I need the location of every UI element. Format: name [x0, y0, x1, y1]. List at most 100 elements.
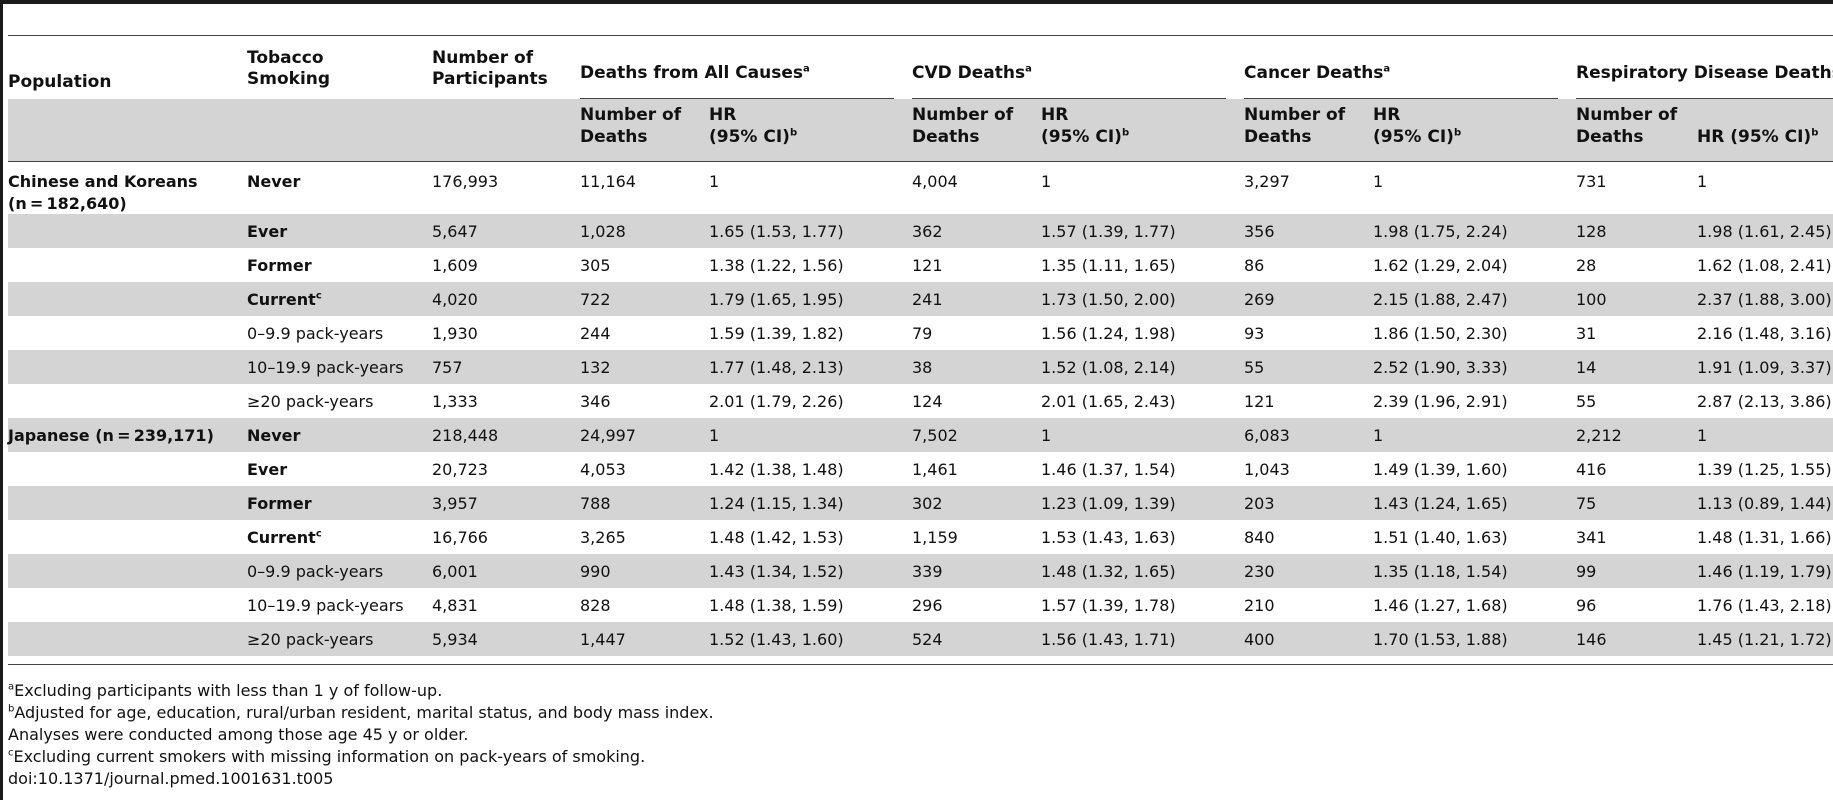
row-participants-text: 176,993: [432, 172, 499, 191]
row-resp-hr: 1: [1697, 170, 1707, 193]
row-resp-hr-text: 2.16 (1.48, 3.16): [1697, 324, 1832, 343]
group-underline: [1576, 98, 1833, 99]
row-cvd-hr-text: 1.35 (1.11, 1.65): [1041, 256, 1176, 275]
row-resp-hr-text: 1.76 (1.43, 2.18): [1697, 596, 1832, 615]
row-all-hr: 1.52 (1.43, 1.60): [709, 628, 844, 651]
row-all-hr-text: 1.65 (1.53, 1.77): [709, 222, 844, 241]
row-resp-deaths-text: 28: [1576, 256, 1597, 275]
row-cvd-hr: 1.46 (1.37, 1.54): [1041, 458, 1176, 481]
top-border: [0, 0, 1833, 4]
row-cancer-deaths: 230: [1244, 560, 1275, 583]
row-cancer-deaths: 1,043: [1244, 458, 1290, 481]
col-smoking-line2: Smoking: [247, 68, 330, 91]
row-cvd-hr-text: 1.56 (1.43, 1.71): [1041, 630, 1176, 649]
row-all-hr: 1.48 (1.38, 1.59): [709, 594, 844, 617]
row-resp-deaths-text: 416: [1576, 460, 1607, 479]
subcol-deaths-line2-text: Deaths: [912, 127, 980, 147]
row-cancer-deaths: 400: [1244, 628, 1275, 651]
row-all-hr: 1.42 (1.38, 1.48): [709, 458, 844, 481]
row-cvd-deaths: 79: [912, 322, 932, 345]
row-smoking-status-text: 10–19.9 pack-years: [247, 358, 404, 377]
row-cvd-deaths-text: 362: [912, 222, 943, 241]
footnote: cExcluding current smokers with missing …: [8, 746, 645, 768]
row-cvd-deaths-text: 524: [912, 630, 943, 649]
row-band: [8, 418, 1833, 452]
footnote-marker: c: [8, 747, 14, 759]
row-all-hr-text: 1.48 (1.38, 1.59): [709, 596, 844, 615]
row-resp-hr: 1.13 (0.89, 1.44): [1697, 492, 1832, 515]
row-resp-deaths: 731: [1576, 170, 1607, 193]
row-cvd-hr: 1.57 (1.39, 1.77): [1041, 220, 1176, 243]
row-all-hr-text: 1.43 (1.34, 1.52): [709, 562, 844, 581]
row-resp-hr-text: 1.39 (1.25, 1.55): [1697, 460, 1832, 479]
col-group-header-text: CVD Deaths: [912, 63, 1026, 83]
left-border: [0, 0, 3, 800]
row-smoking-status-text: 0–9.9 pack-years: [247, 324, 384, 343]
row-cancer-deaths-text: 230: [1244, 562, 1275, 581]
row-resp-deaths-text: 31: [1576, 324, 1597, 343]
col-population: Population: [8, 71, 111, 94]
row-cvd-deaths-text: 296: [912, 596, 943, 615]
row-resp-deaths-text: 2,212: [1576, 426, 1622, 445]
row-resp-deaths-text: 75: [1576, 494, 1597, 513]
row-all-hr: 1: [709, 170, 719, 193]
subcol-deaths-line2: Deaths: [1576, 126, 1643, 149]
col-group-header-text: Respiratory Disease Deaths: [1576, 63, 1833, 83]
row-participants-text: 4,020: [432, 290, 478, 309]
row-cvd-deaths: 241: [912, 288, 943, 311]
group-underline: [580, 98, 894, 99]
row-cvd-hr: 1: [1041, 424, 1051, 447]
subcol-hr-line2: (95% CI)b: [1041, 126, 1129, 149]
row-cancer-deaths: 210: [1244, 594, 1275, 617]
row-resp-deaths-text: 146: [1576, 630, 1607, 649]
row-all-deaths-text: 3,265: [580, 528, 626, 547]
row-all-deaths-text: 990: [580, 562, 611, 581]
subcol-hr-line1-text: HR: [1373, 105, 1401, 125]
row-cancer-hr: 2.39 (1.96, 2.91): [1373, 390, 1508, 413]
row-cvd-hr: 1.52 (1.08, 2.14): [1041, 356, 1176, 379]
row-participants-text: 757: [432, 358, 463, 377]
row-cancer-hr: 1: [1373, 424, 1383, 447]
col-group-header-sup: a: [803, 63, 810, 75]
row-cancer-hr: 1.46 (1.27, 1.68): [1373, 594, 1508, 617]
row-all-hr-text: 1: [709, 172, 720, 191]
row-smoking-status: Never: [247, 424, 300, 447]
row-participants-text: 4,831: [432, 596, 478, 615]
row-participants: 4,020: [432, 288, 478, 311]
row-cancer-deaths: 6,083: [1244, 424, 1290, 447]
row-resp-hr-text: 1.46 (1.19, 1.79): [1697, 562, 1832, 581]
row-smoking-status-text: Ever: [247, 222, 288, 241]
subcol-deaths-line2-text: Deaths: [580, 127, 648, 147]
row-resp-hr-text: 1.45 (1.21, 1.72): [1697, 630, 1832, 649]
subcol-hr-line1-text: HR: [1041, 105, 1069, 125]
row-all-hr: 1.65 (1.53, 1.77): [709, 220, 844, 243]
row-cancer-deaths-text: 840: [1244, 528, 1275, 547]
row-cancer-deaths: 86: [1244, 254, 1264, 277]
row-all-hr: 1.59 (1.39, 1.82): [709, 322, 844, 345]
row-smoking-status: Never: [247, 170, 300, 193]
row-smoking-status-text: Never: [247, 426, 301, 445]
subcol-deaths-line2: Deaths: [580, 126, 647, 149]
subcol-deaths-line2-text: Deaths: [1244, 127, 1312, 147]
row-cancer-hr-text: 1.98 (1.75, 2.24): [1373, 222, 1508, 241]
row-cvd-deaths-text: 1,159: [912, 528, 958, 547]
row-cancer-deaths-text: 210: [1244, 596, 1275, 615]
row-cancer-hr: 1.86 (1.50, 2.30): [1373, 322, 1508, 345]
row-participants: 6,001: [432, 560, 478, 583]
row-participants: 20,723: [432, 458, 488, 481]
row-participants: 1,930: [432, 322, 478, 345]
col-group-header: Deaths from All Causesa: [580, 62, 810, 85]
row-cvd-hr: 1.48 (1.32, 1.65): [1041, 560, 1176, 583]
row-all-deaths: 3,265: [580, 526, 626, 549]
row-smoking-status: Currentc: [247, 526, 322, 549]
row-band: [8, 282, 1833, 316]
row-all-hr-text: 1.24 (1.15, 1.34): [709, 494, 844, 513]
row-all-hr-text: 1.38 (1.22, 1.56): [709, 256, 844, 275]
subcol-hr-text: HR (95% CI): [1697, 127, 1812, 147]
row-band: [8, 554, 1833, 588]
row-all-deaths-text: 828: [580, 596, 611, 615]
footnote: doi:10.1371/journal.pmed.1001631.t005: [8, 768, 333, 790]
row-resp-deaths-text: 99: [1576, 562, 1597, 581]
subcol-deaths-line1-text: Number of: [1244, 105, 1346, 125]
row-smoking-status-text: ≥20 pack-years: [247, 630, 374, 649]
